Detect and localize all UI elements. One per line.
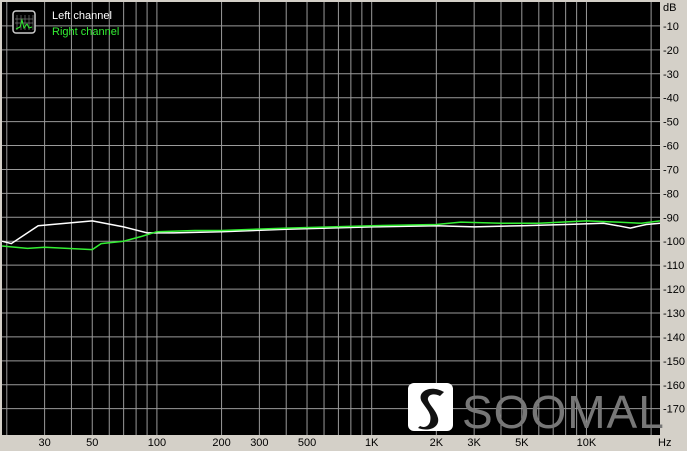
x-tick-label: 10K	[577, 437, 597, 449]
x-tick-label: 300	[250, 437, 268, 449]
y-tick-label: -70	[663, 164, 679, 176]
legend: Left channel Right channel	[12, 10, 119, 38]
legend-icon	[12, 10, 36, 34]
y-tick-label: -20	[663, 45, 679, 57]
y-tick-label: -120	[663, 284, 685, 296]
y-tick-label: -30	[663, 69, 679, 81]
x-tick-label: 50	[86, 437, 98, 449]
series-line-left-channel	[1, 220, 661, 245]
y-tick-label: -80	[663, 188, 679, 200]
y-tick-label: -140	[663, 332, 685, 344]
x-tick-label: 500	[298, 437, 316, 449]
y-tick-label: -60	[663, 141, 679, 153]
y-tick-label: -90	[663, 212, 679, 224]
watermark-soomal: SOOMAL	[408, 383, 665, 438]
y-tick-label: -160	[663, 380, 685, 392]
x-tick-label: 30	[38, 437, 50, 449]
y-tick-label: -10	[663, 21, 679, 33]
series-layer	[1, 220, 661, 251]
x-tick-label: 200	[212, 437, 230, 449]
x-tick-label: 100	[148, 437, 166, 449]
legend-item-right-channel: Right channel	[52, 26, 119, 38]
legend-item-left-channel: Left channel	[52, 10, 112, 22]
y-tick-label: -50	[663, 117, 679, 129]
x-axis: 30 50 100 200 300 500 1K 2K 3K 5K 10K	[38, 437, 596, 449]
soomal-watermark-text: SOOMAL	[462, 386, 665, 438]
y-tick-label: -40	[663, 93, 679, 105]
y-tick-label: -150	[663, 356, 685, 368]
y-unit-label: dB	[663, 2, 676, 14]
series-line-right-channel	[1, 220, 661, 251]
x-tick-label: 5K	[515, 437, 529, 449]
x-tick-label: 3K	[467, 437, 481, 449]
y-tick-label: -110	[663, 260, 684, 272]
x-tick-label: 1K	[365, 437, 379, 449]
plot-area	[2, 2, 660, 435]
y-axis: -10 -20 -30 -40 -50 -60 -70 -80 -90 -100 -110 -120 -…	[663, 21, 685, 416]
y-tick-label: -170	[663, 404, 685, 416]
grid	[2, 2, 660, 435]
x-unit-label: Hz	[658, 437, 671, 449]
y-tick-label: -130	[663, 308, 685, 320]
y-tick-label: -100	[663, 236, 685, 248]
x-tick-label: 2K	[430, 437, 444, 449]
soomal-logo-s	[418, 388, 444, 430]
